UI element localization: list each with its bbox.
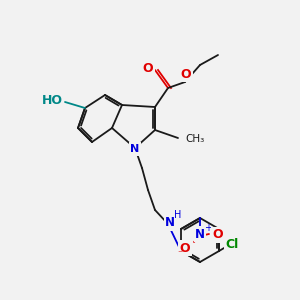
Text: CH₃: CH₃ (185, 134, 204, 144)
Text: H: H (174, 210, 182, 220)
Text: O: O (143, 62, 153, 76)
Text: HO: HO (41, 94, 62, 106)
Text: N: N (130, 144, 140, 154)
Text: ⁻: ⁻ (177, 249, 183, 259)
Text: N: N (165, 217, 175, 230)
Text: Cl: Cl (225, 238, 239, 251)
Text: +: + (204, 223, 212, 233)
Text: O: O (213, 229, 223, 242)
Text: N: N (195, 227, 205, 241)
Text: O: O (181, 68, 191, 80)
Text: O: O (180, 242, 190, 254)
